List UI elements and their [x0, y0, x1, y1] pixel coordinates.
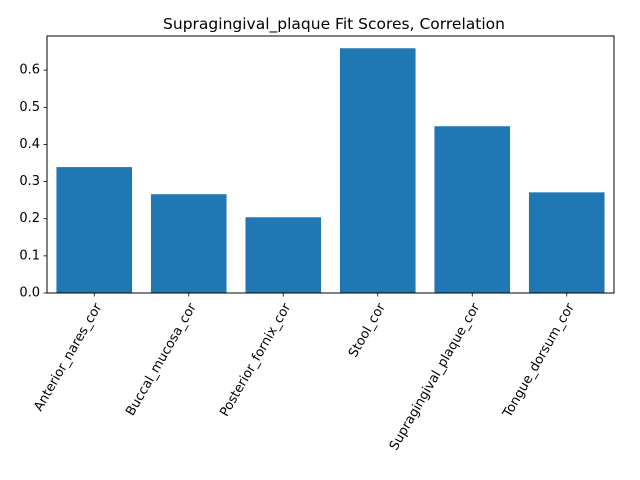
y-axis: 0.0 0.1 0.2 0.3 0.4 0.5 0.6	[19, 63, 47, 301]
chart-title: Supragingival_plaque Fit Scores, Correla…	[163, 15, 505, 34]
bar-posterior-fornix-cor	[245, 217, 322, 293]
bar-anterior-nares-cor	[56, 167, 133, 293]
x-tick-label: Buccal_mucosa_cor	[123, 300, 200, 418]
plot-frame	[46, 35, 615, 294]
bar-stool-cor	[339, 48, 416, 293]
bar-tongue-dorsum-cor	[528, 192, 605, 293]
y-tick-label: 0.3	[19, 174, 40, 189]
y-tick-label: 0.4	[19, 137, 40, 152]
y-tick-label: 0.6	[19, 63, 40, 78]
y-tick-label: 0.2	[19, 211, 40, 226]
x-tick-label: Tongue_dorsum_cor	[500, 300, 578, 421]
y-tick-label: 0.0	[19, 286, 40, 301]
x-tick-label: Supragingival_plaque_cor	[387, 300, 484, 453]
x-axis: Anterior_nares_cor Buccal_mucosa_cor Poste…	[31, 293, 578, 453]
bar-supragingival-plaque-cor	[434, 126, 511, 294]
x-tick-label: Anterior_nares_cor	[31, 300, 105, 414]
x-tick-label: Posterior_fornix_cor	[217, 300, 294, 419]
x-tick-label: Stool_cor	[346, 300, 389, 360]
bars-group	[56, 48, 605, 294]
y-tick-label: 0.5	[19, 100, 40, 115]
bar-buccal-mucosa-cor	[150, 194, 227, 293]
y-tick-label: 0.1	[19, 248, 40, 263]
